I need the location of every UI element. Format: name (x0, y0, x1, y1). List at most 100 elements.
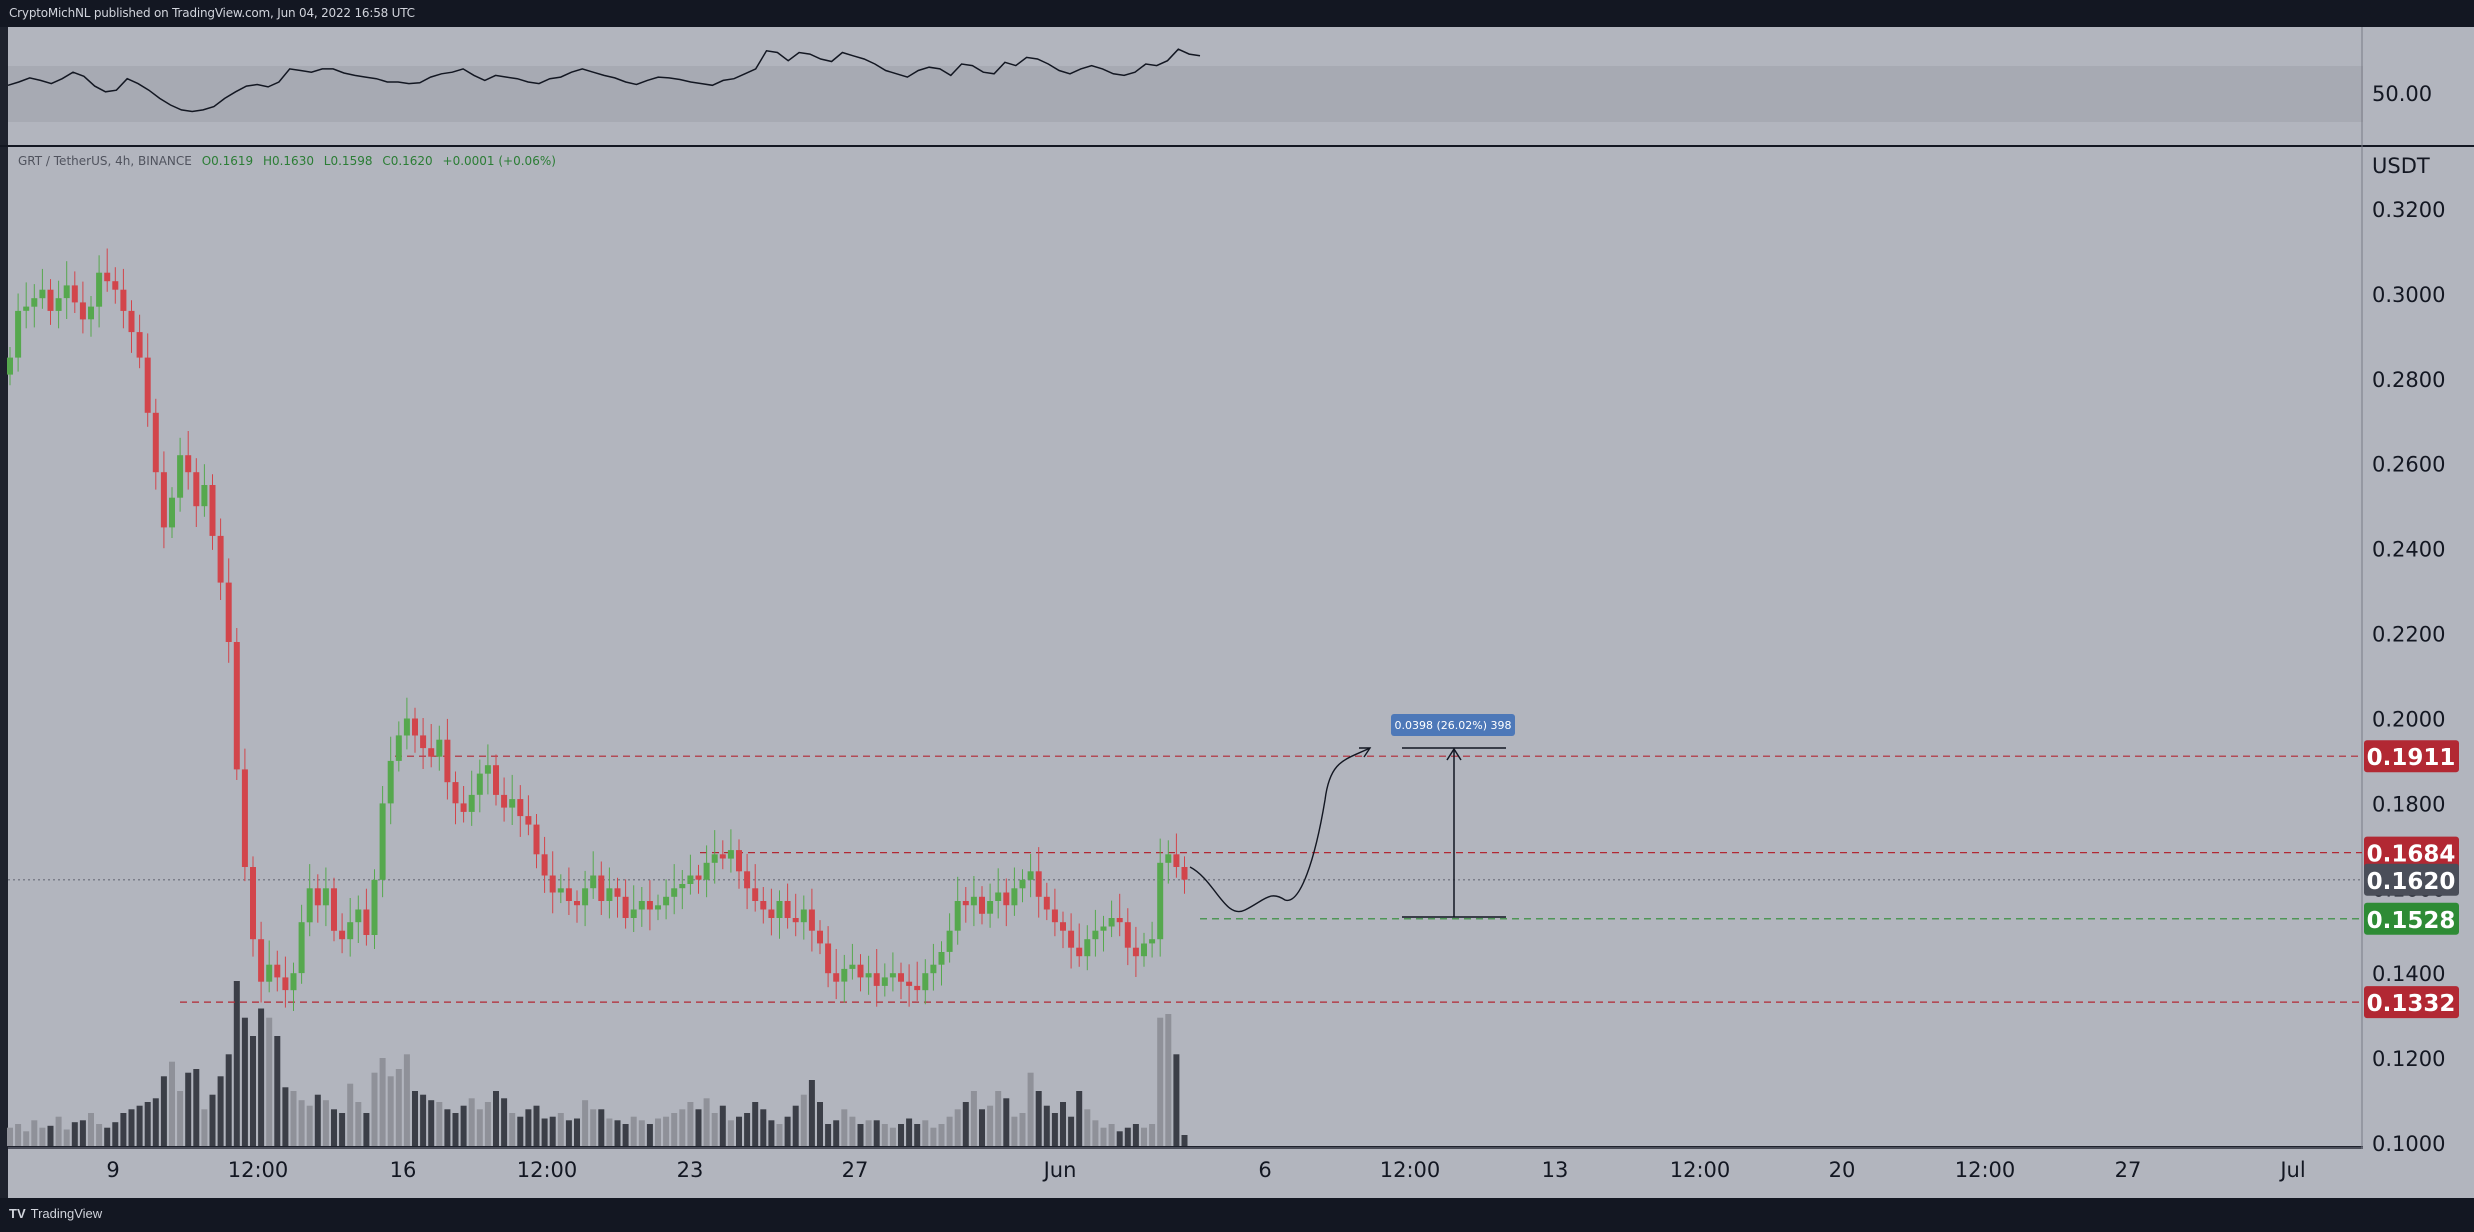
candle-body (565, 888, 572, 901)
volume-bar (987, 1105, 994, 1146)
candle-body (144, 357, 151, 413)
level-price-tag (2364, 863, 2459, 896)
candle-body (387, 760, 394, 804)
volume-bar (177, 1091, 184, 1146)
volume-bar (79, 1120, 86, 1146)
candle-body (501, 794, 508, 808)
candle-body (436, 739, 443, 757)
volume-bar (598, 1109, 605, 1146)
volume-bar (209, 1094, 216, 1146)
time-axis[interactable] (8, 1149, 2474, 1198)
level-price-label: 0.1620 (2367, 869, 2456, 895)
time-tick: 12:00 (1380, 1158, 1441, 1182)
volume-bar (517, 1116, 524, 1146)
volume-bar (71, 1122, 78, 1146)
candle-body (79, 302, 86, 320)
volume-bar (841, 1109, 848, 1146)
candle-body (1116, 918, 1123, 923)
volume-bar (849, 1116, 856, 1146)
price-tick: 0.2000 (2372, 708, 2445, 732)
volume-bar (15, 1124, 22, 1146)
volume-bar (241, 1017, 248, 1146)
volume-bar (282, 1087, 289, 1146)
candle-body (250, 867, 256, 940)
volume-bar (1035, 1091, 1042, 1146)
volume-bar (314, 1094, 321, 1146)
volume-bar (906, 1118, 913, 1146)
time-tick: 27 (2115, 1158, 2142, 1182)
volume-bar (687, 1102, 694, 1146)
price-tick: 0.1200 (2372, 1047, 2445, 1071)
candle-body (582, 888, 589, 906)
candle-body (898, 973, 904, 982)
tradingview-logo[interactable]: TV TradingView (9, 1206, 102, 1221)
candle-body (185, 455, 192, 473)
volume-bar (371, 1072, 378, 1146)
price-tick: 0.1400 (2372, 962, 2445, 986)
candle-body (177, 455, 184, 498)
volume-bar (792, 1105, 799, 1146)
measure-label-box (1391, 714, 1515, 736)
oscillator-axis-label: 50.00 (2372, 82, 2432, 106)
candle-body (776, 901, 783, 918)
volume-bar (152, 1098, 159, 1146)
volume-bar (565, 1120, 572, 1146)
candle-body (96, 272, 103, 307)
volume-bar (169, 1061, 175, 1146)
chart-legend: GRT / TetherUS, 4h, BINANCE O0.1619 H0.1… (18, 154, 556, 168)
measure-tool[interactable]: 0.0398 (26.02%) 398 (1391, 714, 1515, 918)
volume-bar (922, 1120, 929, 1146)
volume-bar (638, 1120, 645, 1146)
candle-body (906, 981, 913, 986)
candle-body (339, 930, 346, 940)
volume-bar (225, 1054, 232, 1146)
candle-body (444, 739, 451, 783)
time-tick: 9 (106, 1158, 119, 1182)
candle-body (452, 782, 459, 804)
candle-body (703, 862, 710, 880)
candle-body (881, 977, 888, 986)
candle-body (719, 854, 726, 859)
volume-bar (1149, 1124, 1156, 1146)
candle-body (590, 875, 597, 889)
candle-body (7, 357, 13, 375)
candle-body (557, 888, 564, 893)
price-axis[interactable] (2363, 147, 2474, 1149)
publisher-text: CryptoMichNL published on TradingView.co… (9, 6, 415, 20)
level-price-label: 0.1332 (2367, 991, 2456, 1017)
volume-bar (574, 1118, 580, 1146)
level-price-label: 0.1528 (2367, 908, 2456, 934)
volume-bar (298, 1100, 305, 1146)
candle-body (39, 289, 46, 299)
candle-body (922, 973, 929, 991)
candle-body (509, 799, 516, 808)
candle-body (225, 582, 232, 642)
volume-bar (322, 1100, 329, 1146)
projection-path[interactable] (1189, 747, 1371, 913)
volume-bar (47, 1125, 54, 1146)
volume-bar (1116, 1131, 1123, 1146)
time-tick: 12:00 (1670, 1158, 1731, 1182)
candle-body (241, 769, 248, 867)
volume-bar (468, 1098, 475, 1146)
measure-arrow-icon (1446, 747, 1462, 761)
volume-bar (379, 1058, 386, 1146)
price-axis-unit: USDT (2372, 154, 2430, 178)
volume-bar (136, 1105, 143, 1146)
level-price-tag (2364, 902, 2459, 935)
candle-body (889, 973, 896, 978)
volume-bar (290, 1091, 297, 1146)
candle-body (258, 939, 265, 982)
candle-body (1149, 939, 1156, 944)
price-chart[interactable]: 50.00 0.0398 (26.02%) 398 GRT / TetherUS… (0, 0, 2474, 1198)
volume-bar (930, 1127, 937, 1146)
candle-body (274, 964, 281, 978)
volume-bar (1100, 1127, 1107, 1146)
footer-bar: TV TradingView (0, 1198, 2474, 1232)
candle-body (946, 930, 953, 952)
volume-bar (1051, 1113, 1058, 1146)
oscillator-axis[interactable] (2363, 27, 2474, 145)
candle-body (420, 735, 427, 749)
candle-body (541, 854, 548, 876)
